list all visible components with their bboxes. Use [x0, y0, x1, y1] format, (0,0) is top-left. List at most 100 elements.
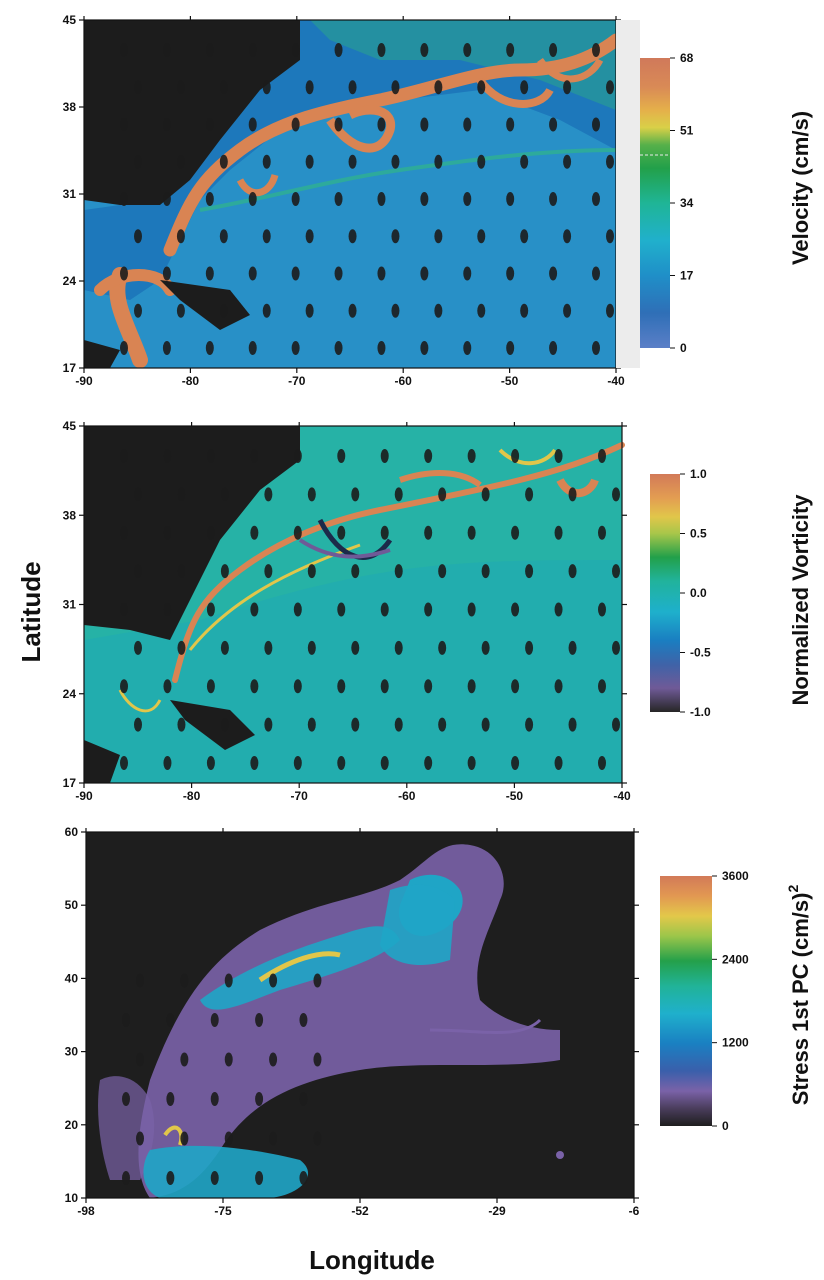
grid-gap-dot [337, 679, 346, 694]
grid-gap-dot [293, 525, 302, 540]
grid-gap-dot [520, 303, 529, 318]
grid-gap-dot [598, 449, 606, 463]
grid-gap-dot [391, 80, 400, 95]
grid-gap-dot [262, 303, 271, 318]
grid-gap-dot [434, 303, 443, 318]
grid-gap-dot [248, 43, 257, 57]
grid-gap-dot [210, 1171, 219, 1185]
colorbar [660, 876, 712, 1126]
grid-gap-dot [248, 192, 257, 206]
colorbar-tick-label: 3600 [722, 869, 749, 883]
grid-gap-dot [205, 266, 214, 281]
grid-gap-dot [219, 229, 228, 244]
y-tick-label: 17 [63, 776, 77, 790]
grid-gap-dot [299, 1013, 308, 1027]
grid-gap-dot [377, 192, 386, 206]
x-axis-title: Longitude [309, 1245, 435, 1275]
grid-gap-dot [122, 1171, 130, 1185]
grid-gap-dot [438, 487, 447, 502]
grid-gap-dot [176, 154, 185, 169]
grid-gap-dot [520, 229, 529, 244]
grid-gap-dot [250, 679, 259, 694]
grid-gap-dot [554, 602, 563, 617]
colorbar-tick-label: 0 [722, 1119, 729, 1133]
grid-gap-dot [351, 487, 360, 502]
grid-gap-dot [176, 229, 185, 244]
grid-gap-dot [477, 229, 486, 244]
grid-gap-dot [205, 192, 214, 206]
x-tick-label: -40 [613, 789, 631, 803]
grid-gap-dot [136, 1131, 144, 1146]
grid-gap-dot [463, 192, 472, 206]
grid-gap-dot [205, 117, 214, 132]
x-tick-label: -60 [395, 374, 413, 388]
grid-gap-dot [424, 449, 433, 463]
grid-gap-dot [219, 154, 228, 169]
grid-gap-dot [506, 43, 515, 57]
x-tick-label: -98 [77, 1204, 95, 1218]
grid-gap-dot [434, 154, 443, 169]
colorbar-tick-label: -0.5 [690, 646, 711, 660]
grid-gap-dot [568, 487, 577, 502]
grid-gap-dot [380, 449, 389, 463]
grid-gap-dot [210, 1013, 219, 1027]
grid-gap-dot [380, 602, 389, 617]
colorbar-tick-label: 0 [680, 341, 687, 355]
vorticity-grid-dots [120, 449, 620, 770]
grid-gap-dot [269, 1052, 278, 1067]
grid-gap-dot [520, 154, 529, 169]
grid-gap-dot [612, 717, 620, 732]
grid-gap-dot [334, 192, 343, 206]
colorbar-tick-label: 17 [680, 269, 694, 283]
grid-gap-dot [120, 602, 128, 617]
vorticity-panel: -90 -80 -70 -60 -50 -40 45 38 31 24 17 1.0 0.5 0.0 -… [63, 419, 813, 803]
grid-gap-dot [307, 640, 316, 655]
grid-gap-dot [394, 564, 403, 579]
grid-gap-dot [219, 303, 228, 318]
grid-gap-dot [394, 640, 403, 655]
colorbar-tick-label: -1.0 [690, 705, 711, 719]
y-tick-label: 31 [63, 598, 77, 612]
colorbar-title: Velocity (cm/s) [788, 111, 813, 265]
grid-gap-dot [348, 154, 357, 169]
grid-gap-dot [163, 756, 172, 770]
x-tick-label: -60 [398, 789, 416, 803]
grid-gap-dot [134, 564, 142, 579]
grid-gap-dot [554, 525, 563, 540]
grid-gap-dot [598, 756, 606, 770]
grid-gap-dot [592, 266, 600, 281]
grid-gap-dot [351, 717, 360, 732]
grid-gap-dot [162, 117, 171, 132]
grid-gap-dot [134, 303, 142, 318]
grid-gap-dot [511, 449, 520, 463]
grid-gap-dot [606, 229, 614, 244]
grid-gap-dot [380, 679, 389, 694]
grid-gap-dot [220, 717, 229, 732]
grid-gap-dot [264, 640, 273, 655]
grid-gap-dot [291, 43, 300, 57]
grid-gap-dot [612, 487, 620, 502]
colorbar [640, 58, 670, 348]
grid-gap-dot [377, 266, 386, 281]
grid-gap-dot [163, 679, 172, 694]
grid-gap-dot [307, 487, 316, 502]
grid-gap-dot [549, 266, 558, 281]
y-tick-label: 45 [63, 419, 77, 433]
grid-gap-dot [262, 80, 271, 95]
x-tick-label: -40 [607, 374, 625, 388]
grid-gap-dot [554, 449, 563, 463]
grid-gap-dot [506, 117, 515, 132]
x-tick-label: -75 [214, 1204, 232, 1218]
grid-gap-dot [467, 602, 476, 617]
grid-gap-dot [269, 973, 278, 988]
x-tick-label: -70 [288, 374, 306, 388]
grid-gap-dot [612, 564, 620, 579]
grid-gap-dot [511, 679, 520, 694]
grid-gap-dot [269, 1131, 278, 1146]
x-tick-label: -50 [506, 789, 524, 803]
grid-gap-dot [549, 117, 558, 132]
grid-gap-dot [334, 341, 343, 355]
grid-gap-dot [120, 449, 128, 463]
grid-gap-dot [592, 117, 600, 132]
